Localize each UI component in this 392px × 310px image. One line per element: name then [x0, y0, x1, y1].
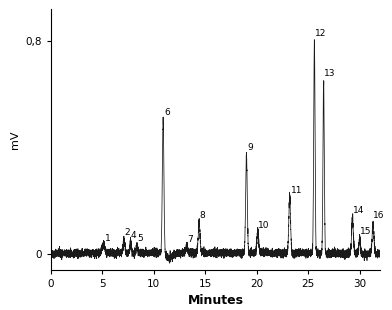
Text: 13: 13	[324, 69, 336, 78]
Y-axis label: mV: mV	[10, 130, 20, 149]
Text: 7: 7	[187, 235, 193, 244]
Text: 4: 4	[131, 231, 136, 240]
Text: 15: 15	[360, 227, 371, 236]
Text: 5: 5	[138, 234, 143, 243]
Text: 8: 8	[200, 211, 205, 220]
X-axis label: Minutes: Minutes	[188, 294, 243, 307]
Text: 16: 16	[373, 211, 385, 220]
Text: 12: 12	[315, 29, 327, 38]
Text: 6: 6	[164, 108, 170, 117]
Text: 1: 1	[104, 234, 110, 243]
Text: 10: 10	[258, 221, 270, 230]
Text: 14: 14	[353, 206, 364, 215]
Text: 9: 9	[247, 143, 253, 152]
Text: 11: 11	[290, 185, 302, 194]
Text: 2: 2	[125, 228, 130, 237]
